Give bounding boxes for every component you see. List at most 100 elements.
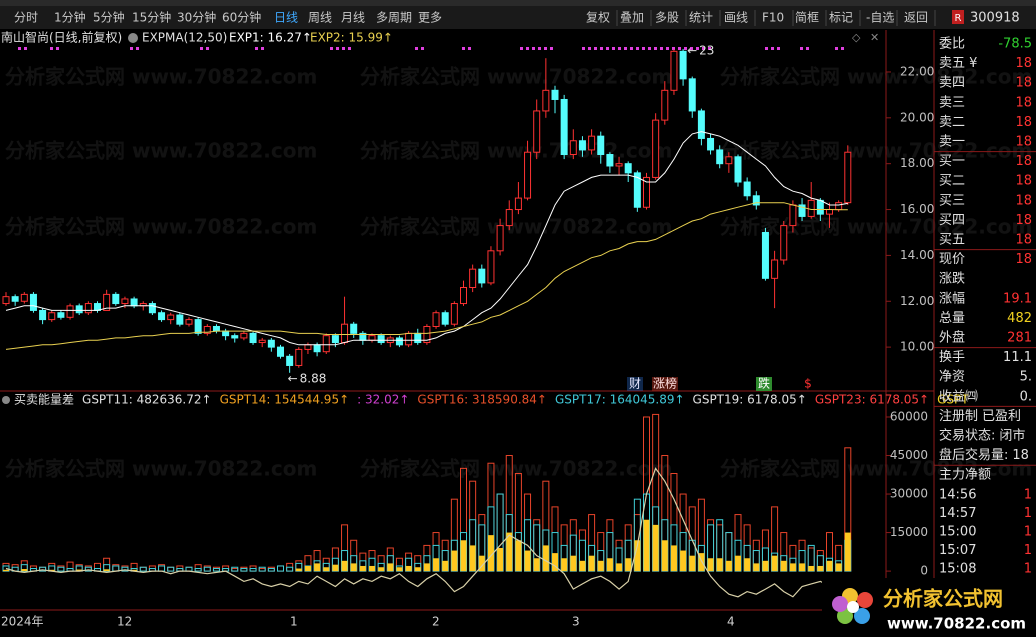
energy-bar <box>798 550 806 572</box>
signal-dot <box>532 47 535 50</box>
event-marker[interactable]: 跌 <box>758 376 770 391</box>
signal-dot <box>618 47 621 50</box>
candle-body <box>368 335 376 341</box>
high-label: 23 <box>699 44 714 58</box>
toolbar-button[interactable]: -自选 <box>866 11 894 25</box>
toolbar-button[interactable]: 5分钟 <box>93 10 125 25</box>
candle-body <box>121 298 129 305</box>
energy-bar <box>332 564 339 572</box>
chart-title: 南山智尚(日线,前复权) <box>1 30 122 45</box>
signal-dot <box>690 47 693 50</box>
candle-body <box>103 293 111 311</box>
quote-label: 买五 <box>939 233 965 248</box>
toolbar-button[interactable]: 统计 <box>689 11 713 25</box>
toolbar-button[interactable]: 60分钟 <box>222 10 261 25</box>
signal-dot <box>342 47 345 50</box>
low-label: 8.88 <box>300 371 327 385</box>
y-tick-label: 60000 <box>890 409 928 423</box>
quote-value: 18 <box>1015 213 1032 228</box>
flow-time: 14:57 <box>939 506 976 521</box>
legend-entry: GSPT23: 6178.05↑ <box>815 393 929 407</box>
event-marker[interactable]: 财 <box>629 377 641 391</box>
signal-dot <box>588 47 591 50</box>
watermarks: 分析家公式网 www.70822.com 分析家公式网 www.70822.co… <box>5 65 1032 481</box>
toolbar-button[interactable]: 日线 <box>274 11 298 25</box>
signal-dot <box>206 47 209 50</box>
watermark: 分析家公式网 www.70822.com <box>5 215 317 239</box>
quote-value: 18 <box>1015 95 1032 110</box>
toolbar-button[interactable]: F10 <box>762 11 784 25</box>
signal-dot <box>415 47 418 50</box>
toolbar-button[interactable]: 30分钟 <box>177 10 216 25</box>
toolbar-button[interactable]: 1分钟 <box>54 10 86 25</box>
y-tick-label: 0 <box>920 564 928 578</box>
toolbar-button[interactable]: 月线 <box>341 11 365 25</box>
legend-entry: GSPT <box>937 393 969 407</box>
toolbar-button[interactable]: 周线 <box>308 11 332 25</box>
event-marker[interactable]: $ <box>804 377 812 391</box>
energy-bar <box>478 555 485 572</box>
candle-body <box>185 319 193 325</box>
toolbar-button[interactable]: 更多 <box>418 11 442 25</box>
candle-body <box>734 156 742 183</box>
candle-body <box>341 323 349 344</box>
signal-dot <box>200 47 203 50</box>
toolbar-button[interactable]: 复权 <box>586 11 610 25</box>
legend-entry: EXP2: 15.99↑ <box>310 31 393 45</box>
indicator-header: 买卖能量差 GSPT11: 482636.72↑ GSPT14: 154544.95… <box>14 393 969 407</box>
quote-label: 现价 <box>939 252 965 267</box>
energy-bar <box>39 566 47 572</box>
candle-body <box>697 110 705 139</box>
energy-bar <box>314 563 321 572</box>
candle-body <box>597 135 605 156</box>
toolbar-button[interactable]: 15分钟 <box>132 10 171 25</box>
toolbar-button[interactable]: 画线 <box>724 11 748 25</box>
energy-bar <box>167 566 175 572</box>
quote-label: 盘后交易量: <box>939 447 1008 463</box>
pane-close[interactable]: ✕ <box>870 31 879 44</box>
energy-bar <box>48 569 55 572</box>
watermark: 分析家公式网 www.70822.com <box>5 65 317 89</box>
toolbar-button[interactable]: 返回 <box>904 11 928 25</box>
candle-body <box>57 312 65 318</box>
candle-body <box>176 314 184 325</box>
candle-body <box>39 309 47 321</box>
energy-bar <box>817 565 824 572</box>
candle-body <box>48 312 56 321</box>
toolbar-button[interactable]: 叠加 <box>620 11 644 25</box>
flow-time: 15:00 <box>939 525 976 540</box>
signal-dots <box>18 47 844 50</box>
event-marker[interactable]: 涨榜 <box>653 376 677 391</box>
date-label: 2 <box>432 615 440 629</box>
candle-body <box>816 199 824 215</box>
energy-bar <box>744 558 751 572</box>
energy-bar <box>3 569 9 572</box>
energy-bar <box>341 560 348 572</box>
toolbar-button[interactable]: 多股 <box>655 11 679 25</box>
signal-dot <box>777 47 780 50</box>
quote-value: 18 <box>1015 76 1032 91</box>
candle-body <box>670 50 678 91</box>
candle-body <box>752 195 760 206</box>
candle-body <box>222 330 230 337</box>
candle-body <box>716 149 724 165</box>
toolbar-button[interactable]: 分时 <box>14 11 38 25</box>
energy-bar <box>21 569 28 572</box>
candle-body <box>112 293 120 305</box>
toolbar-button[interactable]: 简框 <box>795 11 819 25</box>
toolbar-button[interactable]: 多周期 <box>376 11 412 25</box>
arrow: ← <box>288 371 298 385</box>
candle-body <box>514 197 522 211</box>
candle-body <box>505 209 513 227</box>
quote-label: 卖一 <box>939 135 965 150</box>
energy-bar <box>57 566 65 572</box>
candle-body <box>542 89 550 112</box>
toolbar-button[interactable]: 标记 <box>829 11 853 25</box>
energy-bar <box>780 560 787 572</box>
quote-label: 买三 <box>939 193 965 208</box>
candle-body <box>350 323 358 334</box>
candle-body <box>277 346 284 357</box>
candle-body <box>313 344 321 353</box>
signal-dot <box>678 47 681 50</box>
